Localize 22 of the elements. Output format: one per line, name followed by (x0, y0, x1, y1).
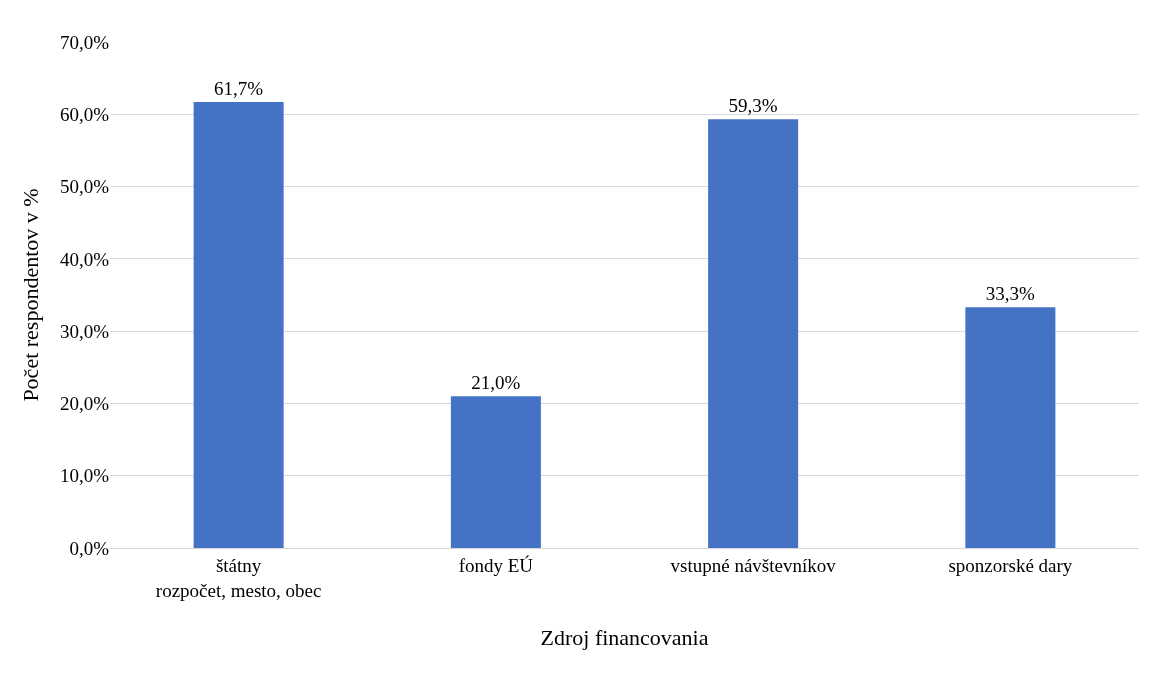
bar (450, 396, 541, 548)
y-axis-title: Počet respondentov v % (17, 188, 43, 402)
y-tick-label: 50,0% (59, 176, 110, 198)
x-axis-title: Zdroj financovania (540, 625, 709, 651)
y-tick-label: 30,0% (59, 320, 110, 342)
y-tick-label: 60,0% (59, 103, 110, 125)
y-tick-label: 10,0% (59, 465, 110, 487)
bar (193, 102, 284, 548)
bar (708, 119, 799, 548)
x-tick-label: štátny rozpočet, mesto, obec (155, 554, 322, 601)
x-tick-label: vstupné návštevníkov (670, 554, 837, 576)
y-tick-label: 0,0% (69, 537, 110, 559)
data-label: 61,7% (214, 78, 264, 99)
data-label: 59,3% (728, 95, 778, 117)
data-label: 21,0% (471, 372, 521, 394)
data-label: 33,3% (985, 283, 1035, 305)
x-tick-label: sponzorské dary (948, 554, 1073, 576)
y-tick-label: 70,0% (59, 31, 110, 53)
x-tick-label: fondy EÚ (458, 554, 534, 576)
bar (965, 307, 1056, 548)
y-tick-label: 20,0% (59, 393, 110, 415)
y-tick-label: 40,0% (59, 248, 110, 270)
